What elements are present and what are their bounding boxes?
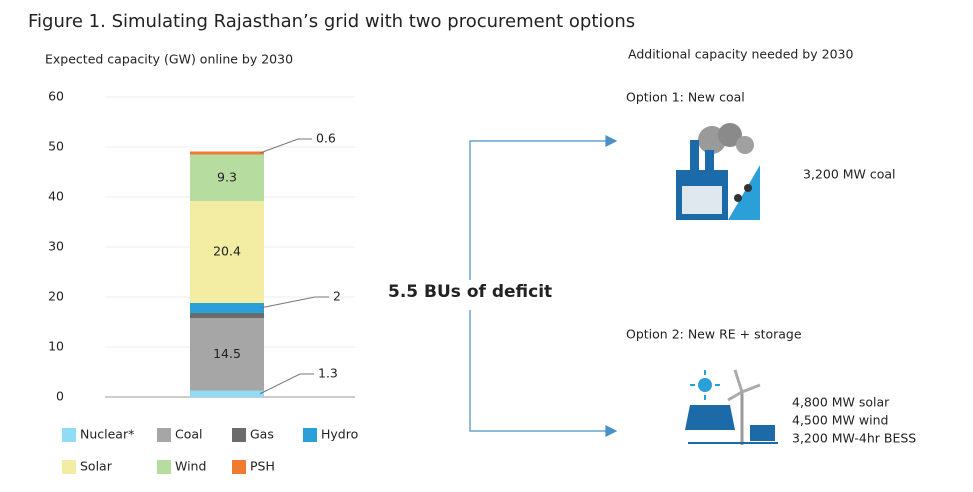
legend-swatch	[303, 428, 317, 442]
diagram-heading: Additional capacity needed by 2030	[628, 47, 853, 62]
data-label: 9.3	[217, 169, 237, 184]
legend-label: Nuclear*	[80, 427, 134, 442]
y-tick-label: 40	[48, 189, 64, 204]
option-label: Option 1: New coal	[626, 90, 745, 105]
bar-segment	[190, 201, 264, 303]
option-detail: 4,500 MW wind	[792, 413, 888, 428]
data-label: 14.5	[213, 346, 241, 361]
option-label: Option 2: New RE + storage	[626, 327, 802, 342]
option-detail: 3,200 MW-4hr BESS	[792, 431, 916, 446]
figure-title: Figure 1. Simulating Rajasthan’s grid wi…	[28, 11, 635, 32]
legend-label: Coal	[175, 427, 203, 442]
re-storage-icon	[685, 369, 778, 445]
y-tick-label: 30	[48, 239, 64, 254]
bracket-arrows	[469, 135, 618, 437]
coal-plant-icon	[676, 123, 760, 220]
legend-swatch	[157, 428, 171, 442]
option-detail: 4,800 MW solar	[792, 395, 890, 410]
data-label: 1.3	[318, 366, 338, 381]
bar-segment	[190, 390, 264, 397]
y-tick-label: 60	[48, 89, 64, 104]
y-tick-label: 50	[48, 139, 64, 154]
legend-swatch	[232, 428, 246, 442]
legend-label: Solar	[80, 459, 113, 474]
leader-line	[259, 296, 329, 309]
y-tick-label: 20	[48, 289, 64, 304]
leader-line	[259, 138, 312, 154]
legend-swatch	[157, 460, 171, 474]
legend-label: Hydro	[321, 427, 358, 442]
y-tick-label: 10	[48, 339, 64, 354]
legend-swatch	[232, 460, 246, 474]
bar-segment	[190, 313, 264, 318]
bar-segment	[190, 154, 264, 201]
data-label: 20.4	[213, 244, 241, 259]
deficit-label: 5.5 BUs of deficit	[388, 282, 552, 302]
legend-swatch	[62, 428, 76, 442]
chart-subtitle: Expected capacity (GW) online by 2030	[45, 52, 293, 67]
bar-segment	[190, 151, 264, 155]
option-detail: 3,200 MW coal	[803, 167, 896, 182]
legend-label: Wind	[175, 459, 206, 474]
legend-label: PSH	[250, 459, 275, 474]
leader-line	[259, 373, 314, 395]
legend-swatch	[62, 460, 76, 474]
bar-segment	[190, 318, 264, 391]
y-tick-label: 0	[56, 389, 64, 404]
data-label: 0.6	[316, 131, 336, 146]
data-label: 2	[333, 289, 341, 304]
legend-label: Gas	[250, 427, 274, 442]
bar-segment	[190, 303, 264, 313]
